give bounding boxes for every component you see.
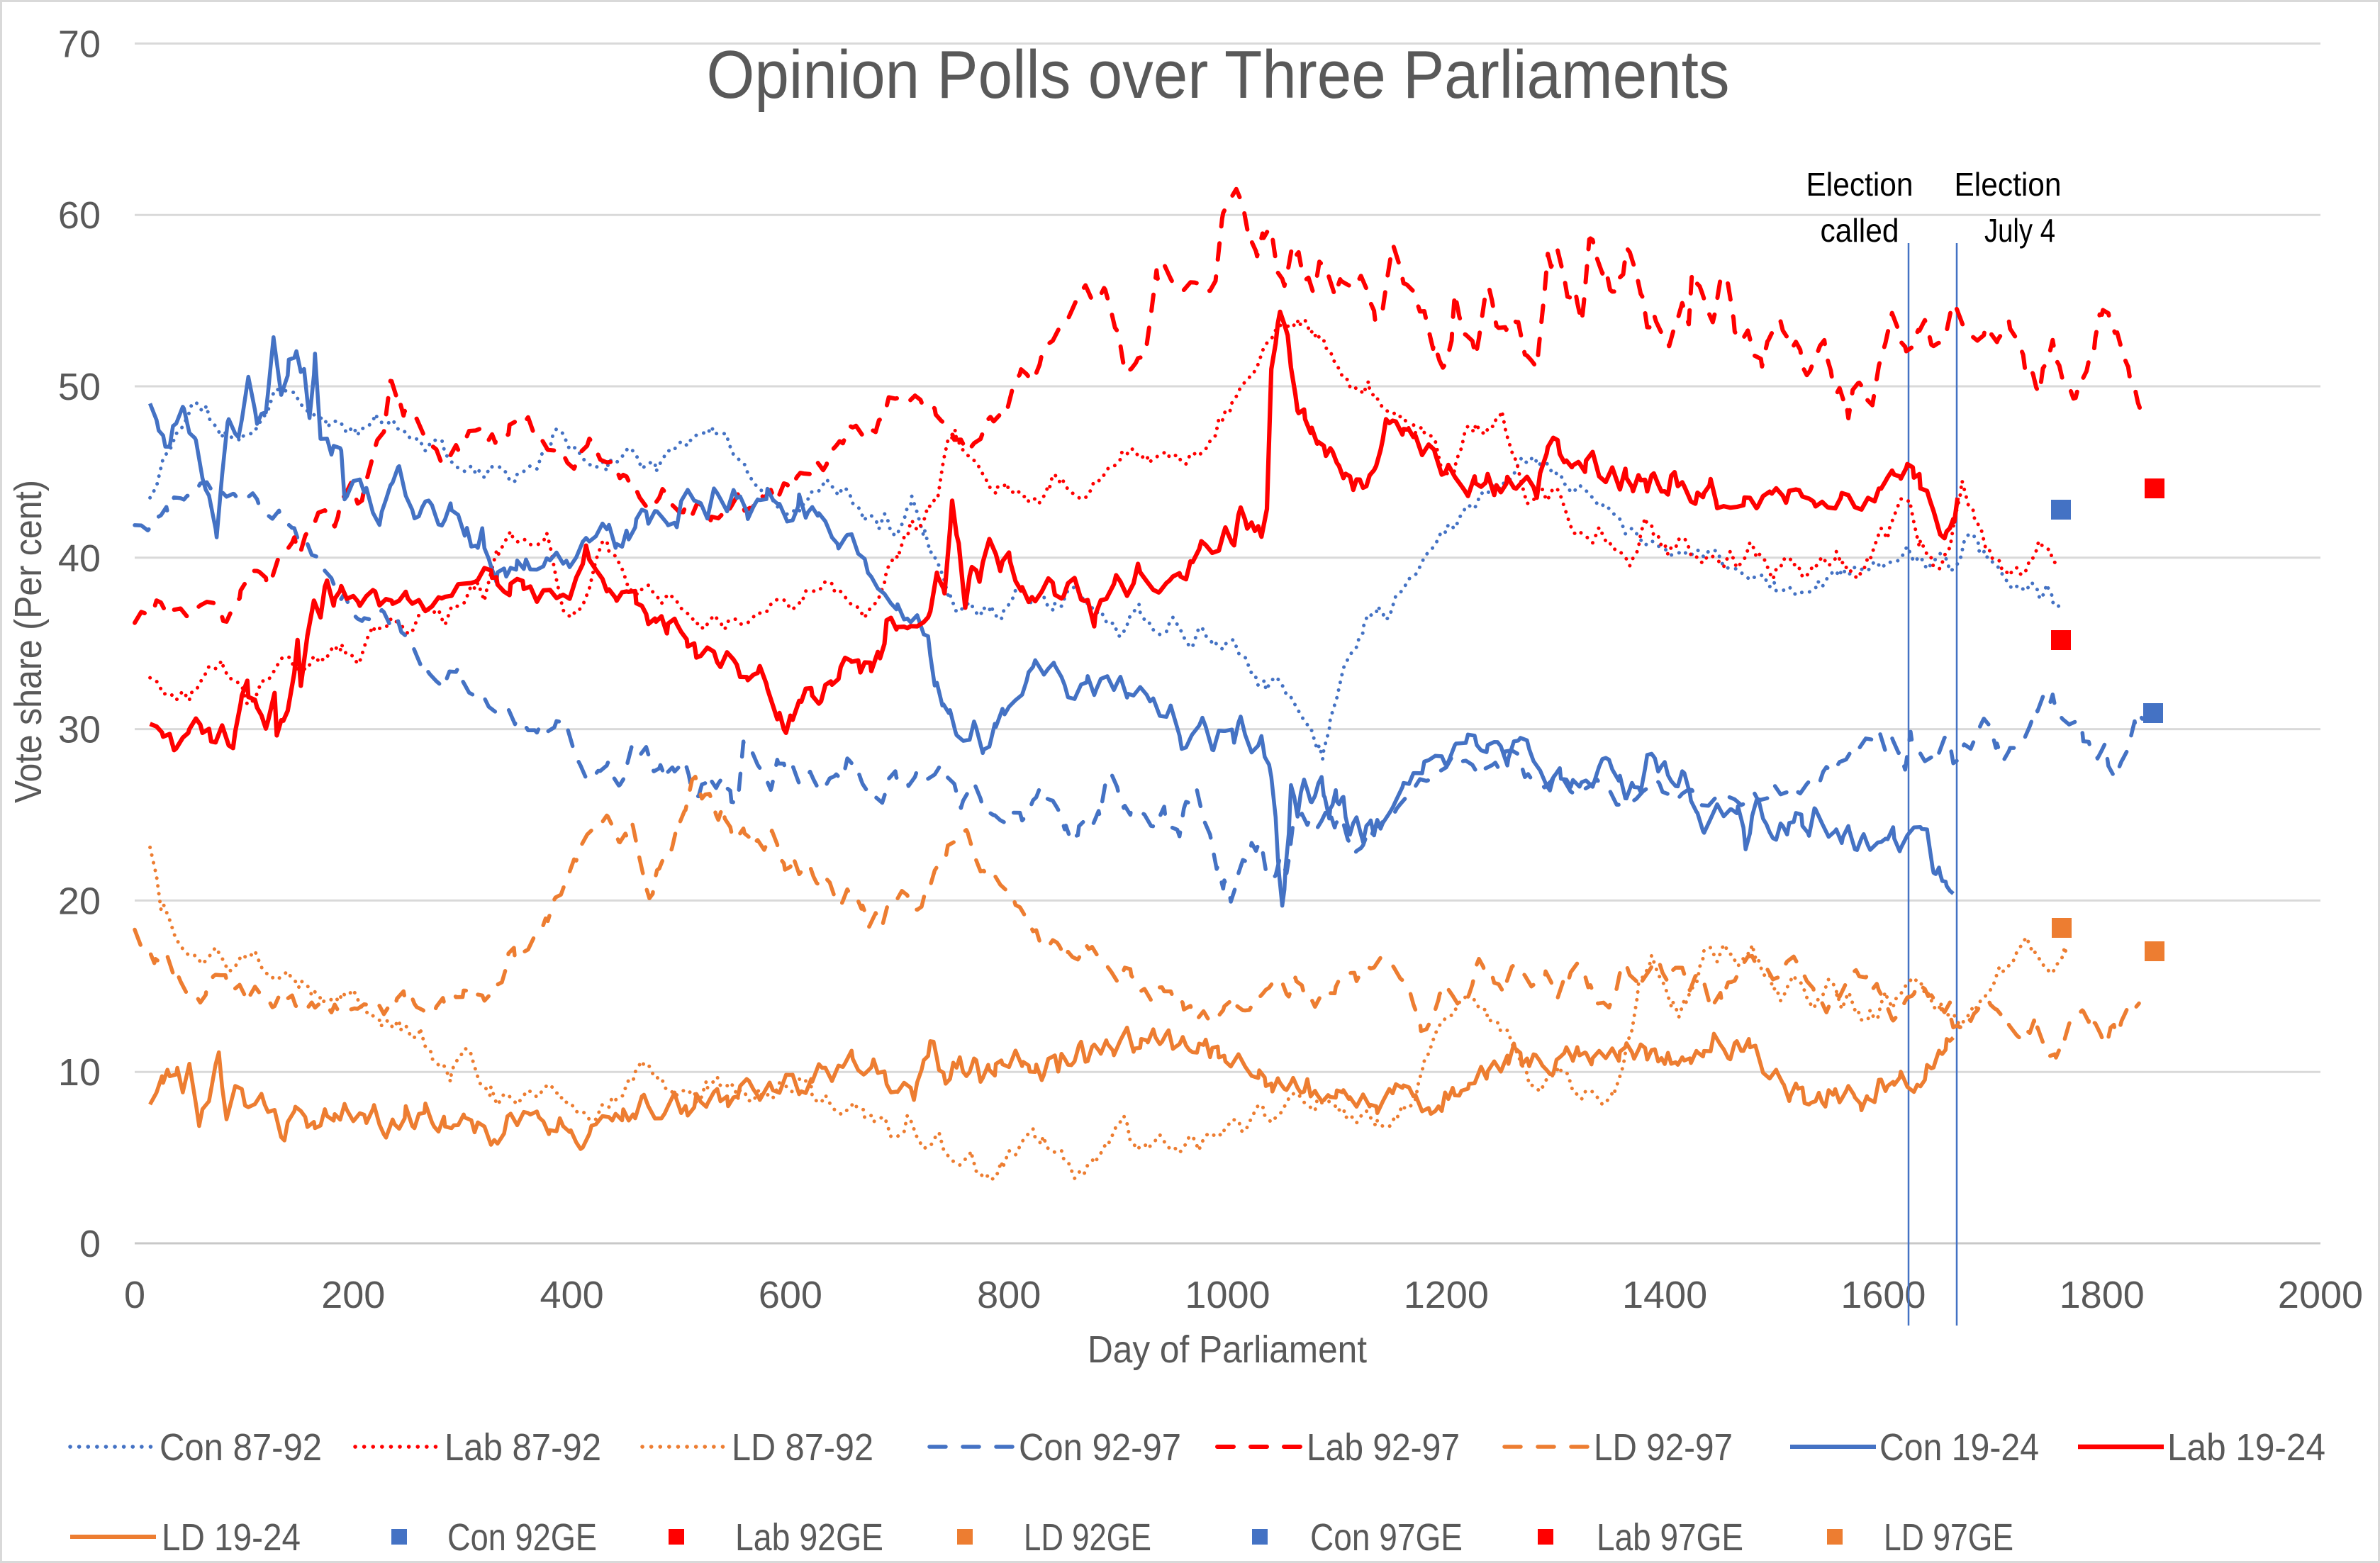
svg-text:1600: 1600 <box>1840 1274 1926 1316</box>
svg-text:Lab 92-97: Lab 92-97 <box>1307 1426 1460 1469</box>
svg-text:30: 30 <box>58 709 101 751</box>
svg-text:LD 19-24: LD 19-24 <box>162 1516 301 1559</box>
svg-text:60: 60 <box>58 194 101 237</box>
svg-text:Con 19-24: Con 19-24 <box>1879 1426 2039 1469</box>
svg-text:Election: Election <box>1806 166 1914 203</box>
svg-text:Con 92-97: Con 92-97 <box>1019 1426 1181 1469</box>
svg-text:LD 97GE: LD 97GE <box>1884 1516 2013 1559</box>
svg-text:0: 0 <box>124 1274 145 1316</box>
svg-text:2000: 2000 <box>2278 1274 2363 1316</box>
svg-text:200: 200 <box>321 1274 385 1316</box>
svg-text:Vote share (Per cent): Vote share (Per cent) <box>7 480 50 803</box>
svg-text:Election: Election <box>1955 166 2062 203</box>
svg-text:1400: 1400 <box>1622 1274 1707 1316</box>
svg-text:Opinion Polls over Three Parli: Opinion Polls over Three Parliaments <box>707 37 1730 113</box>
svg-text:20: 20 <box>58 880 101 922</box>
svg-text:50: 50 <box>58 366 101 408</box>
svg-text:Lab 92GE: Lab 92GE <box>735 1516 883 1559</box>
svg-text:Lab 97GE: Lab 97GE <box>1597 1516 1743 1559</box>
svg-text:70: 70 <box>58 23 101 65</box>
svg-text:LD 92-97: LD 92-97 <box>1594 1426 1733 1469</box>
svg-text:LD 92GE: LD 92GE <box>1024 1516 1151 1559</box>
svg-text:1000: 1000 <box>1185 1274 1270 1316</box>
svg-text:1200: 1200 <box>1404 1274 1489 1316</box>
svg-text:Con 87-92: Con 87-92 <box>160 1426 322 1469</box>
svg-text:800: 800 <box>977 1274 1041 1316</box>
svg-text:Lab 87-92: Lab 87-92 <box>445 1426 601 1469</box>
svg-text:Day of Parliament: Day of Parliament <box>1088 1328 1367 1371</box>
svg-text:1800: 1800 <box>2060 1274 2145 1316</box>
svg-text:10: 10 <box>58 1051 101 1094</box>
svg-text:0: 0 <box>79 1223 101 1265</box>
svg-text:called: called <box>1821 212 1899 249</box>
svg-text:LD 87-92: LD 87-92 <box>732 1426 873 1469</box>
svg-text:400: 400 <box>540 1274 604 1316</box>
svg-text:Lab 19-24: Lab 19-24 <box>2167 1426 2325 1469</box>
svg-text:July 4: July 4 <box>1984 212 2055 249</box>
svg-text:Con 92GE: Con 92GE <box>447 1516 597 1559</box>
svg-text:Con 97GE: Con 97GE <box>1310 1516 1463 1559</box>
svg-text:600: 600 <box>759 1274 822 1316</box>
svg-text:40: 40 <box>58 537 101 580</box>
